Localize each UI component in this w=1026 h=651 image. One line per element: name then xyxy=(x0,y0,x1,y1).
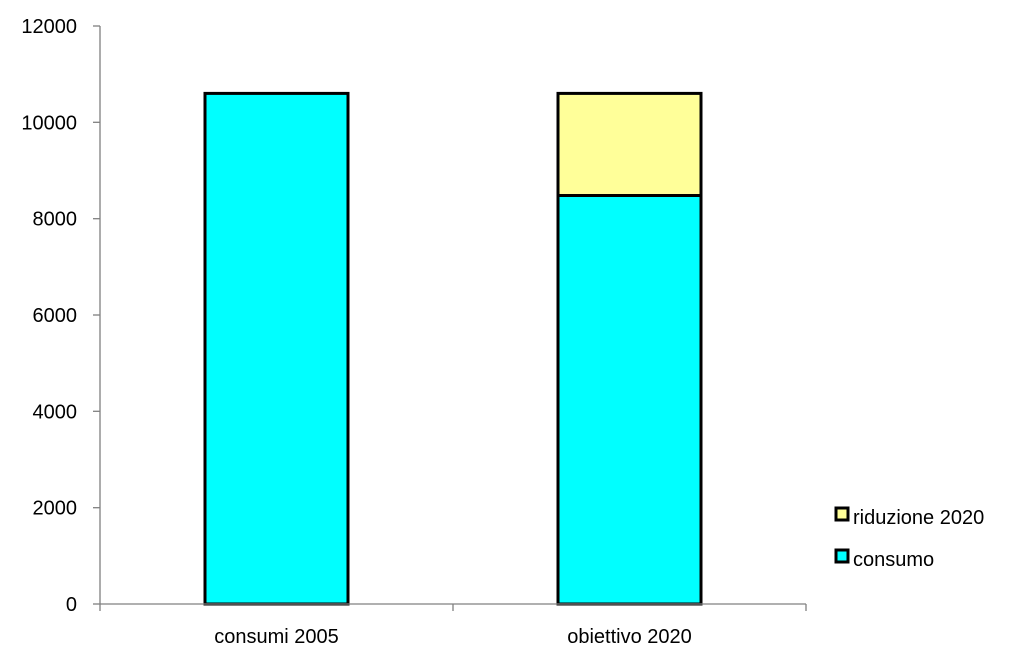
x-tick-label: consumi 2005 xyxy=(214,626,339,648)
bar-riduzione-2020-obiettivo-2020 xyxy=(556,91,703,197)
axes-layer: consumi 2005 obiettivo 2020 0 2000 4000 6000 8… xyxy=(21,16,807,648)
legend-swatch-riduzione-2020 xyxy=(834,506,850,522)
legend: riduzione 2020 consumo xyxy=(834,506,984,571)
y-tick-label: 12000 xyxy=(21,16,77,38)
bar-consumo-consumi-2005 xyxy=(203,91,350,606)
y-tick-label: 10000 xyxy=(21,112,77,134)
x-tick-label: obiettivo 2020 xyxy=(567,626,692,648)
y-tick-label: 6000 xyxy=(33,305,78,327)
y-tick-label: 0 xyxy=(66,594,77,616)
legend-label-riduzione-2020: riduzione 2020 xyxy=(853,507,984,529)
y-tick-label: 2000 xyxy=(33,498,78,520)
bar-consumo-obiettivo-2020 xyxy=(556,194,703,606)
legend-label-consumo: consumo xyxy=(853,549,934,571)
bars-layer xyxy=(203,91,703,606)
legend-swatch-consumo xyxy=(834,548,850,564)
y-tick-label: 4000 xyxy=(33,401,78,423)
y-tick-label: 8000 xyxy=(33,209,78,231)
